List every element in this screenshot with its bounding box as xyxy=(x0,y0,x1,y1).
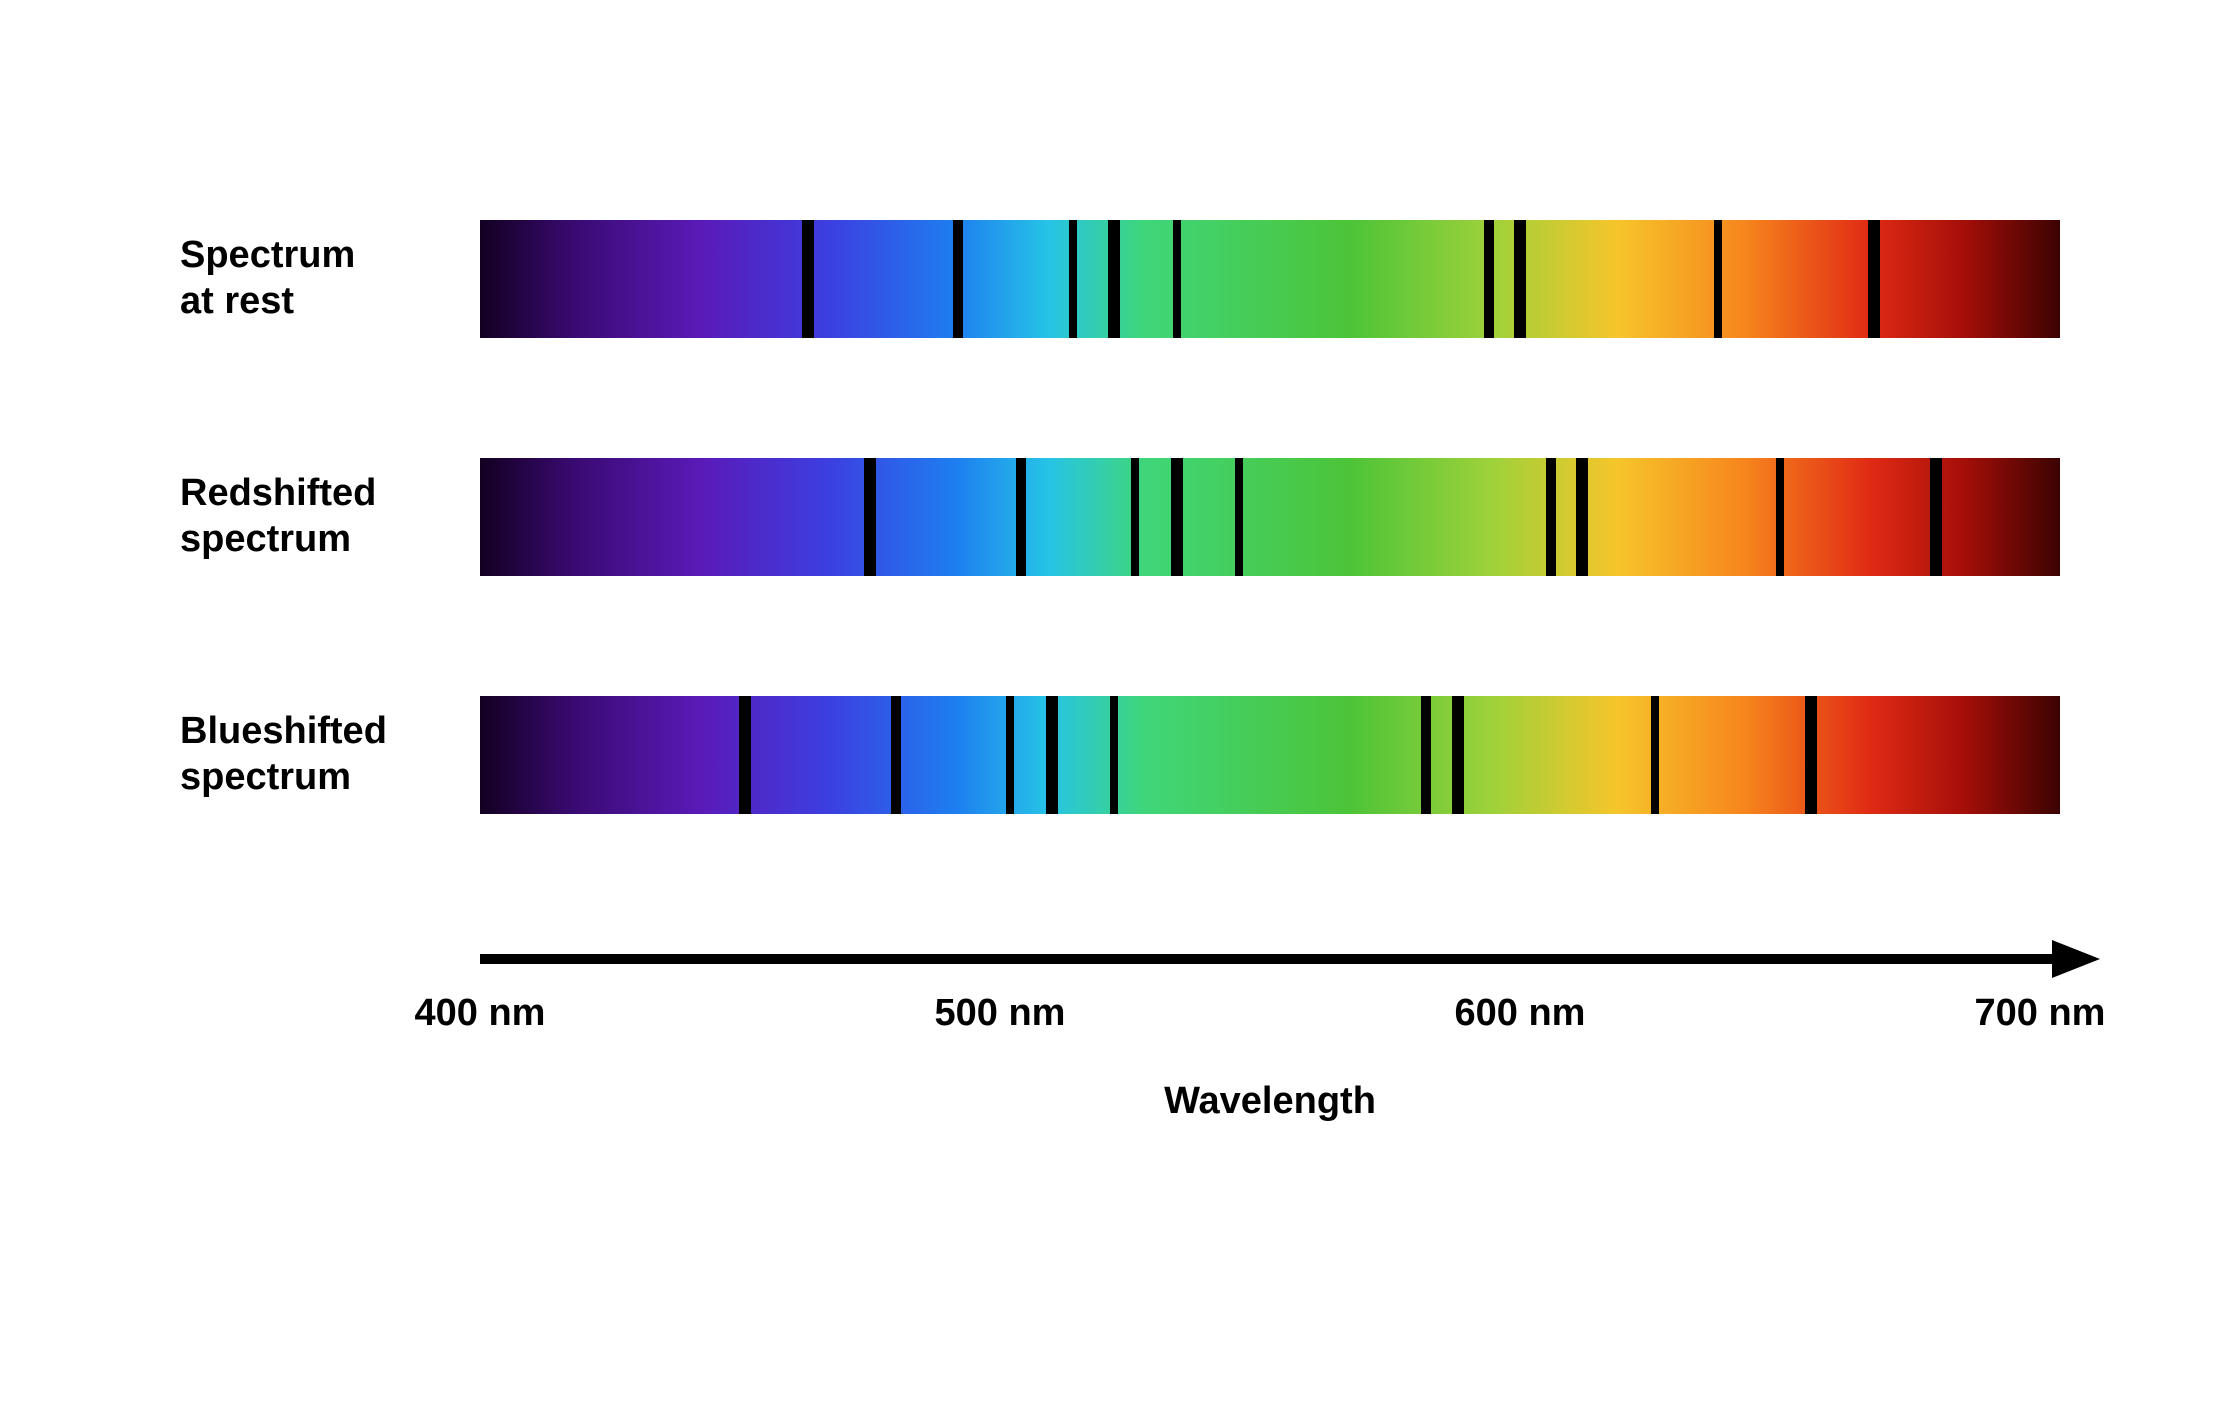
spectrum-gradient xyxy=(480,458,2060,576)
absorption-line xyxy=(864,458,876,576)
absorption-line xyxy=(1110,696,1118,814)
absorption-line xyxy=(1421,696,1431,814)
absorption-line xyxy=(1171,458,1183,576)
absorption-line xyxy=(1514,220,1526,338)
wavelength-axis: 400 nm500 nm600 nm700 nm Wavelength xyxy=(480,934,2060,1123)
absorption-line xyxy=(1131,458,1139,576)
absorption-line xyxy=(1714,220,1722,338)
axis-tick-labels: 400 nm500 nm600 nm700 nm xyxy=(480,992,2040,1052)
absorption-line xyxy=(1452,696,1464,814)
absorption-line xyxy=(1546,458,1556,576)
absorption-line xyxy=(1046,696,1058,814)
label-line: Redshifted xyxy=(180,472,376,514)
absorption-line xyxy=(1576,458,1588,576)
spectrum-bar-rest xyxy=(480,220,2060,338)
axis-title: Wavelength xyxy=(480,1080,2060,1123)
spectrum-label-rest: Spectrum at rest xyxy=(180,233,480,324)
label-line: at rest xyxy=(180,280,294,322)
spectrum-label-blueshift: Blueshifted spectrum xyxy=(180,709,480,800)
absorption-line xyxy=(1651,696,1659,814)
spectrum-row-blueshift: Blueshifted spectrum xyxy=(180,696,2060,814)
label-line: spectrum xyxy=(180,518,351,560)
absorption-line xyxy=(739,696,751,814)
absorption-line xyxy=(802,220,814,338)
spectrum-gradient xyxy=(480,696,2060,814)
spectrum-bar-blueshift xyxy=(480,696,2060,814)
absorption-line xyxy=(1108,220,1120,338)
spectrum-row-redshift: Redshifted spectrum xyxy=(180,458,2060,576)
label-line: Blueshifted xyxy=(180,710,387,752)
absorption-line xyxy=(1173,220,1181,338)
axis-tick-label: 600 nm xyxy=(1455,992,1586,1035)
absorption-line xyxy=(1484,220,1494,338)
absorption-line xyxy=(891,696,901,814)
absorption-line xyxy=(1069,220,1077,338)
axis-tick-label: 700 nm xyxy=(1975,992,2106,1035)
spectrum-diagram: Spectrum at rest Redshifted spectrum Blu… xyxy=(180,220,2060,1123)
spectrum-gradient xyxy=(480,220,2060,338)
absorption-line xyxy=(1235,458,1243,576)
absorption-line xyxy=(1930,458,1942,576)
label-line: spectrum xyxy=(180,756,351,798)
absorption-line xyxy=(1868,220,1880,338)
spectrum-bar-redshift xyxy=(480,458,2060,576)
absorption-line xyxy=(1016,458,1026,576)
axis-tick-label: 400 nm xyxy=(415,992,546,1035)
axis-arrow-icon xyxy=(480,934,2100,984)
absorption-line xyxy=(953,220,963,338)
spectrum-row-rest: Spectrum at rest xyxy=(180,220,2060,338)
absorption-line xyxy=(1805,696,1817,814)
label-line: Spectrum xyxy=(180,234,355,276)
axis-tick-label: 500 nm xyxy=(935,992,1066,1035)
absorption-line xyxy=(1006,696,1014,814)
spectrum-label-redshift: Redshifted spectrum xyxy=(180,471,480,562)
absorption-line xyxy=(1776,458,1784,576)
